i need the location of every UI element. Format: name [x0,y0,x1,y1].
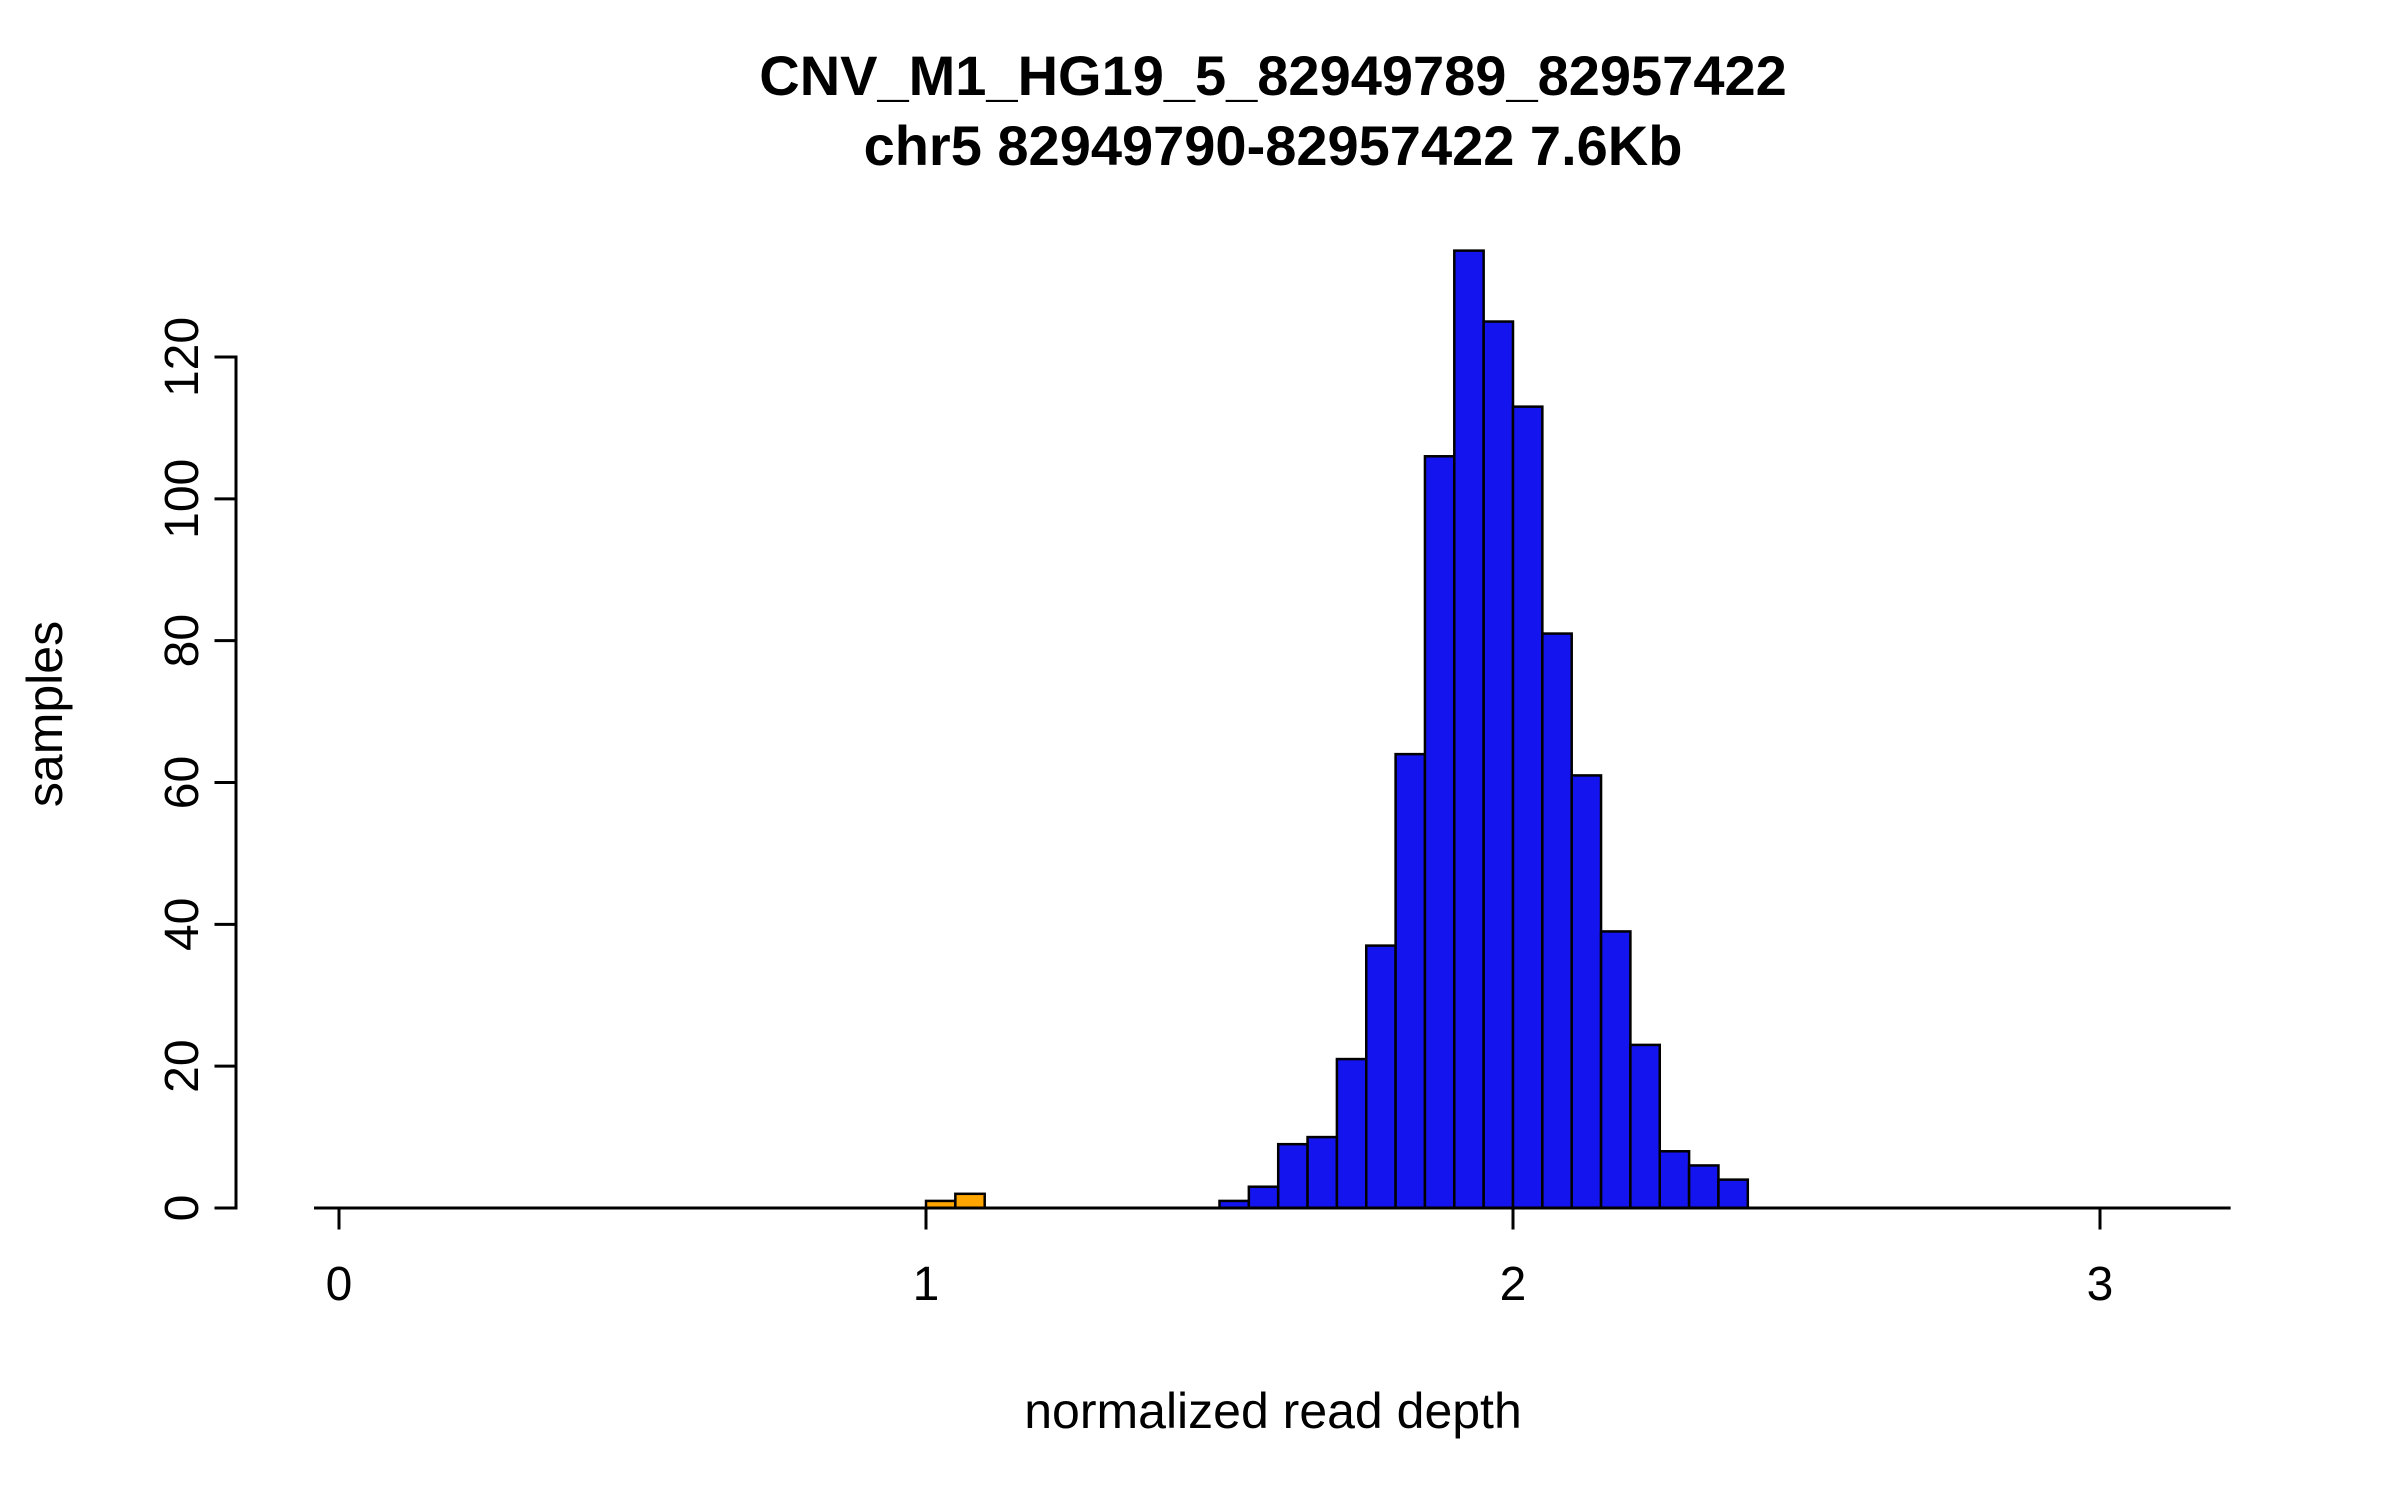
y-tick-label: 80 [156,614,209,667]
histogram-bar [1599,930,1632,1210]
chart-axes: 0 1 2 3 0 20 40 60 80 100 120 [156,317,2231,1311]
histogram-bar [1247,1185,1280,1210]
histogram-bar [1629,1043,1662,1210]
histogram-bar [1306,1135,1339,1210]
histogram-bar [1541,632,1573,1210]
histogram-bar [1394,752,1427,1210]
x-tick-label: 1 [913,1258,940,1311]
y-tick-label: 120 [156,317,209,397]
y-tick-label: 20 [156,1039,209,1092]
x-axis-label: normalized read depth [1024,1383,1522,1439]
x-tick-label: 0 [326,1258,353,1311]
histogram-bar [1570,774,1603,1210]
histogram-bar [1658,1150,1691,1210]
x-tick-label: 2 [1500,1258,1527,1311]
histogram-bar [954,1192,986,1210]
y-tick-label: 40 [156,898,209,951]
chart-subtitle: chr5 82949790-82957422 7.6Kb [864,114,1683,177]
histogram-bar [1423,455,1456,1210]
y-axis-label: samples [17,621,73,807]
histogram-bar [1335,1057,1368,1210]
histogram-bars [924,249,1750,1210]
histogram-bar [1482,320,1515,1210]
y-tick-label: 0 [156,1195,209,1222]
histogram-bar [1687,1164,1720,1210]
y-tick-label: 100 [156,459,209,539]
histogram-bar [1365,944,1397,1210]
histogram-bar [1511,405,1544,1210]
y-tick-label: 60 [156,756,209,809]
histogram-bar [1453,249,1485,1210]
histogram-bar [1276,1142,1309,1210]
chart-title: CNV_M1_HG19_5_82949789_82957422 [759,44,1787,107]
x-tick-label: 3 [2087,1258,2114,1311]
histogram-bar [1717,1178,1750,1210]
